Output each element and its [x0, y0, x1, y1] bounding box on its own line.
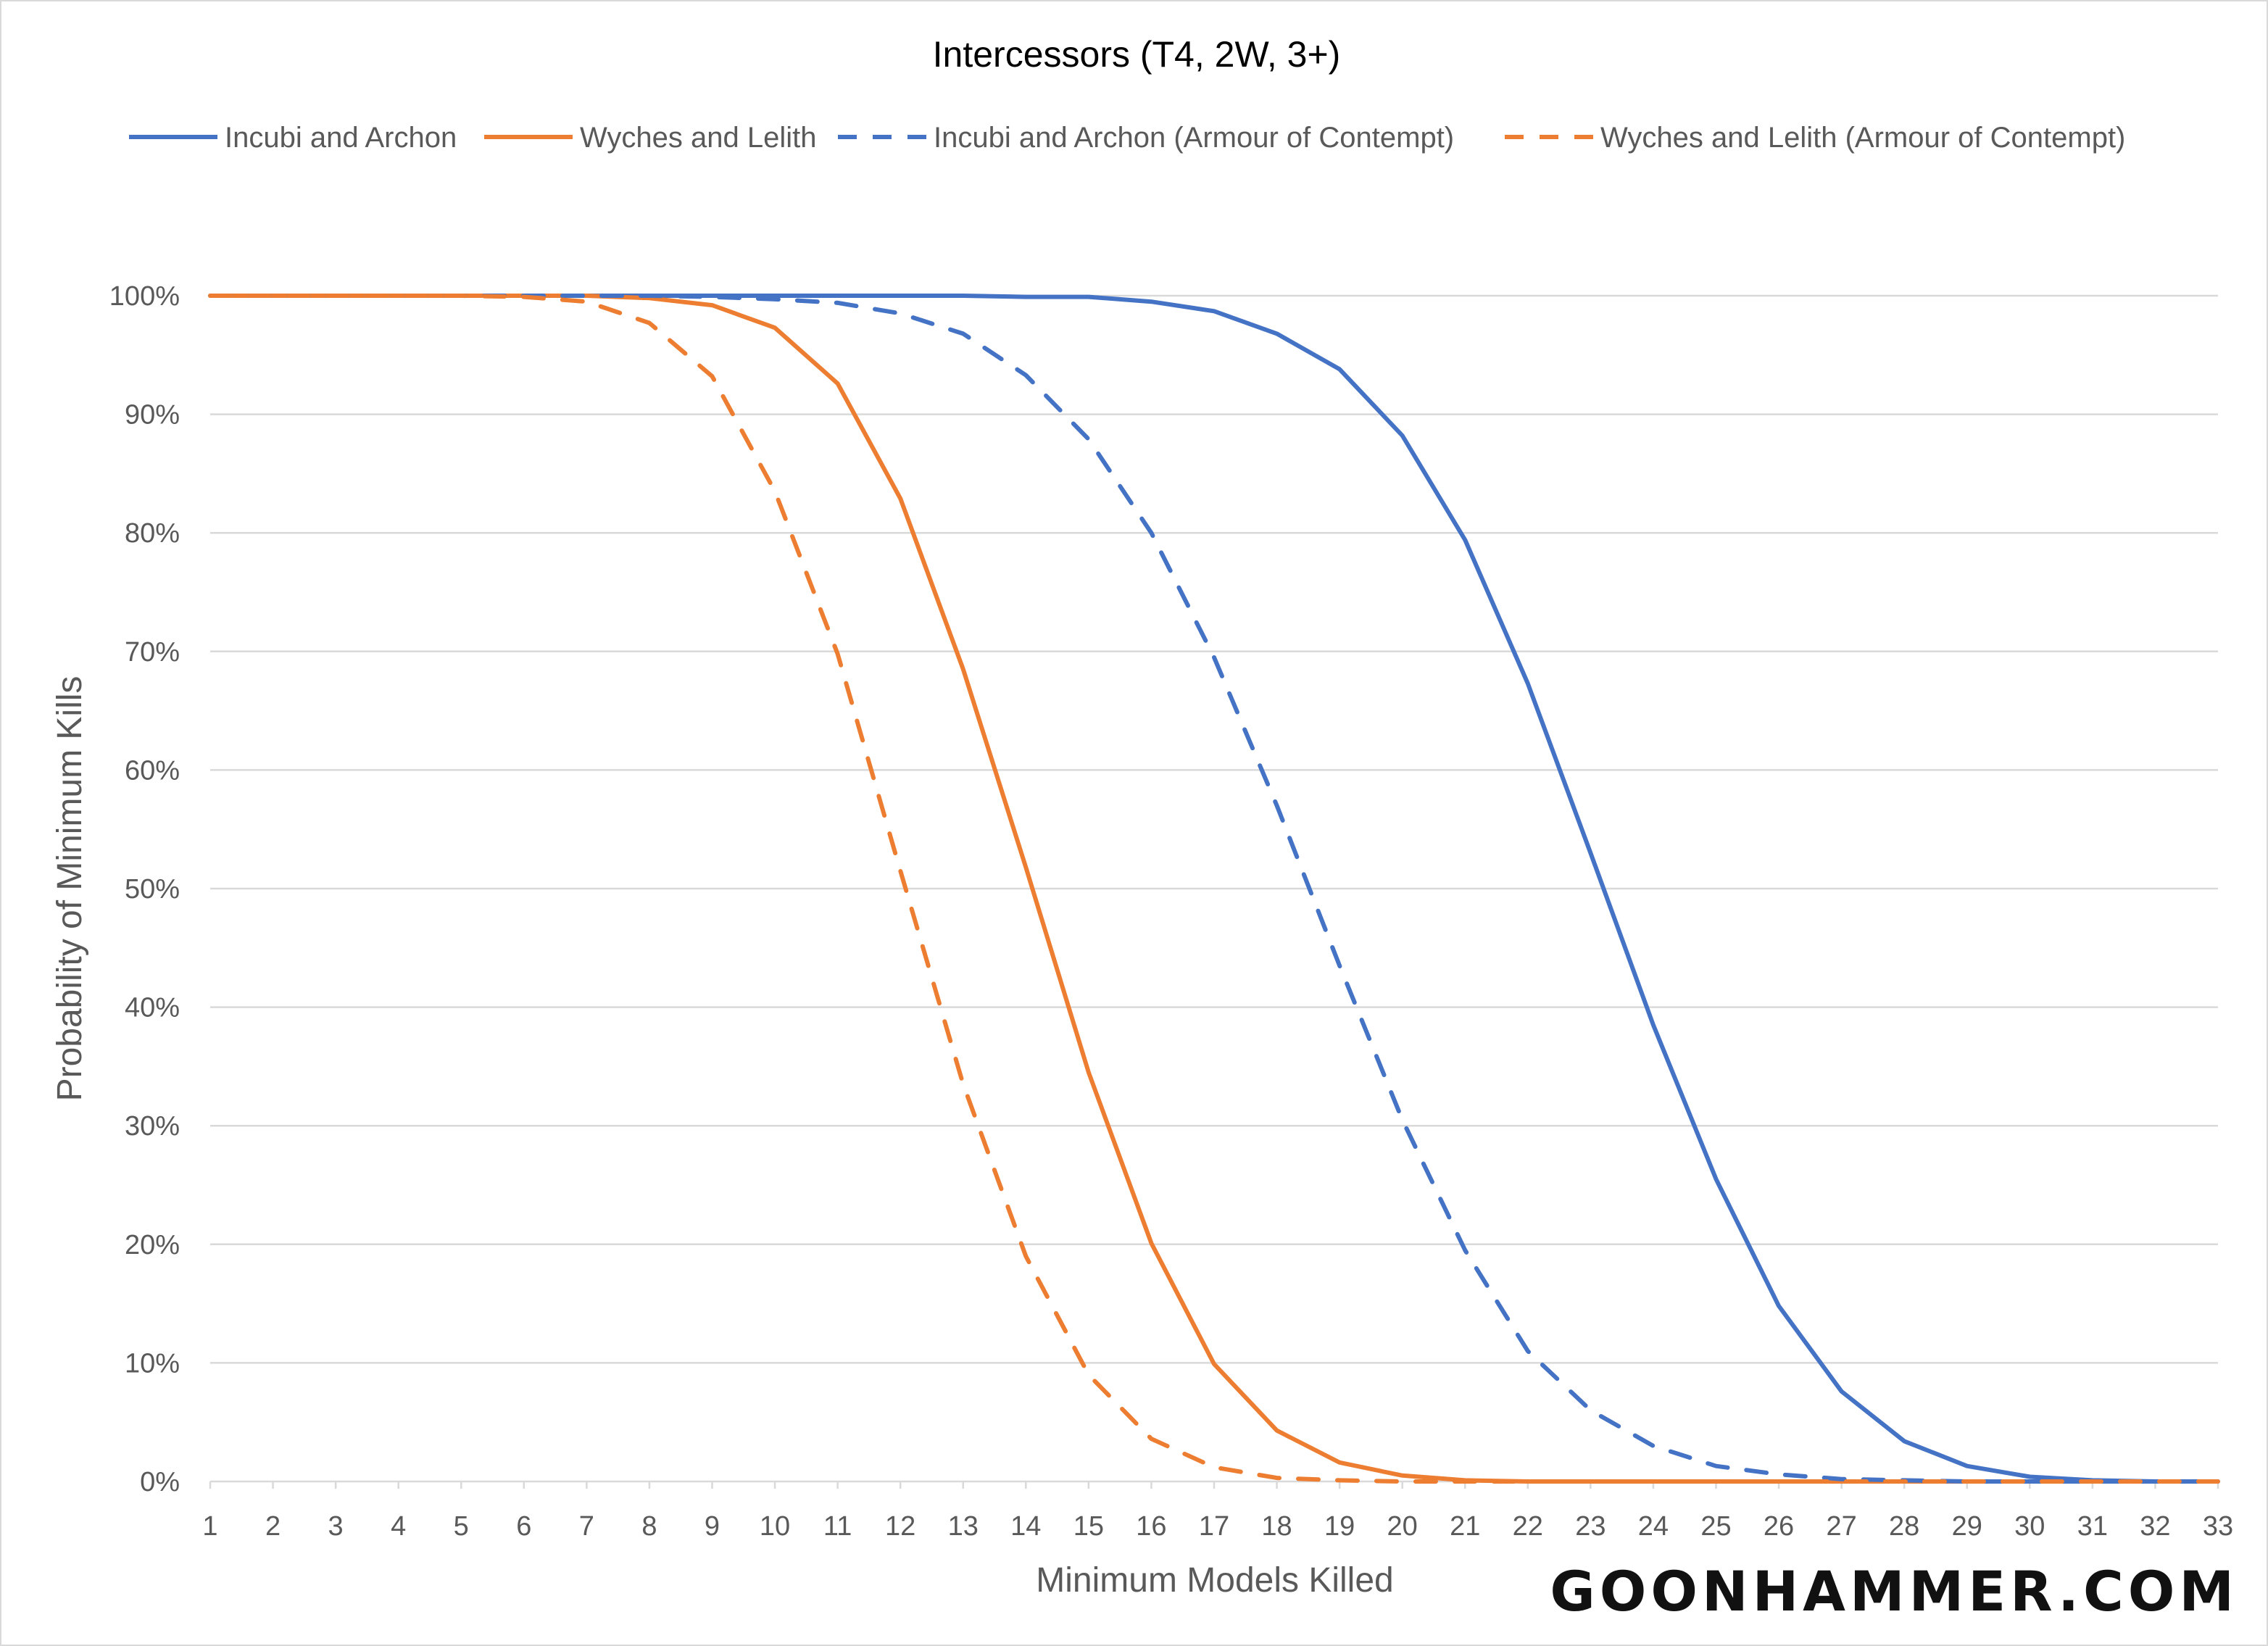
x-tick-label: 12	[885, 1511, 915, 1542]
x-tick-label: 8	[641, 1511, 657, 1542]
y-tick-label: 90%	[125, 400, 180, 431]
x-tick-label: 3	[328, 1511, 344, 1542]
y-tick-label: 50%	[125, 874, 180, 905]
x-tick-label: 28	[1889, 1511, 1919, 1542]
y-tick-label: 60%	[125, 755, 180, 786]
y-tick-label: 10%	[125, 1348, 180, 1379]
x-tick-label: 22	[1513, 1511, 1543, 1542]
x-tick-label: 19	[1324, 1511, 1355, 1542]
x-tick-label: 17	[1199, 1511, 1229, 1542]
x-tick-label: 16	[1136, 1511, 1166, 1542]
x-tick-label: 32	[2140, 1511, 2170, 1542]
x-axis-label: Minimum Models Killed	[1036, 1561, 1393, 1600]
x-tick-label: 27	[1826, 1511, 1856, 1542]
goonhammer-logo: GOONHAMMER.COM	[1550, 1559, 2238, 1624]
x-tick-label: 23	[1575, 1511, 1606, 1542]
x-tick-label: 15	[1073, 1511, 1104, 1542]
y-tick-label: 0%	[140, 1467, 180, 1497]
x-tick-label: 26	[1764, 1511, 1794, 1542]
x-tick-label: 24	[1638, 1511, 1669, 1542]
series-line	[208, 294, 2220, 1484]
x-tick-label: 21	[1450, 1511, 1480, 1542]
x-tick-label: 2	[265, 1511, 281, 1542]
legend-label: Incubi and Archon	[225, 122, 457, 154]
x-tick-label: 25	[1700, 1511, 1731, 1542]
y-axis-label: Probability of Minimum Kills	[51, 676, 89, 1102]
y-tick-label: 40%	[125, 993, 180, 1023]
y-tick-label: 80%	[125, 518, 180, 549]
x-tick-label: 4	[391, 1511, 406, 1542]
x-tick-label: 5	[454, 1511, 469, 1542]
chart-title: Intercessors (T4, 2W, 3+)	[933, 34, 1341, 75]
x-tick-label: 11	[823, 1511, 852, 1542]
y-tick-label: 70%	[125, 637, 180, 668]
x-tick-label: 7	[579, 1511, 594, 1542]
series-line	[208, 294, 2220, 1484]
x-tick-label: 18	[1261, 1511, 1292, 1542]
x-tick-label: 13	[948, 1511, 979, 1542]
y-tick-label: 30%	[125, 1111, 180, 1142]
legend-label: Wyches and Lelith (Armour of Contempt)	[1600, 122, 2125, 154]
x-tick-label: 14	[1010, 1511, 1041, 1542]
x-tick-label: 30	[2014, 1511, 2045, 1542]
x-tick-label: 9	[705, 1511, 720, 1542]
x-tick-label: 31	[2077, 1511, 2108, 1542]
x-tick-label: 10	[760, 1511, 790, 1542]
x-tick-label: 1	[202, 1511, 217, 1542]
legend-label: Incubi and Archon (Armour of Contempt)	[934, 122, 1454, 154]
x-tick-label: 6	[516, 1511, 531, 1542]
x-tick-label: 29	[1952, 1511, 1982, 1542]
y-tick-label: 20%	[125, 1230, 180, 1260]
y-tick-label: 100%	[109, 281, 180, 312]
x-tick-label: 20	[1387, 1511, 1418, 1542]
legend-label: Wyches and Lelith	[580, 122, 816, 154]
x-tick-label: 33	[2203, 1511, 2233, 1542]
